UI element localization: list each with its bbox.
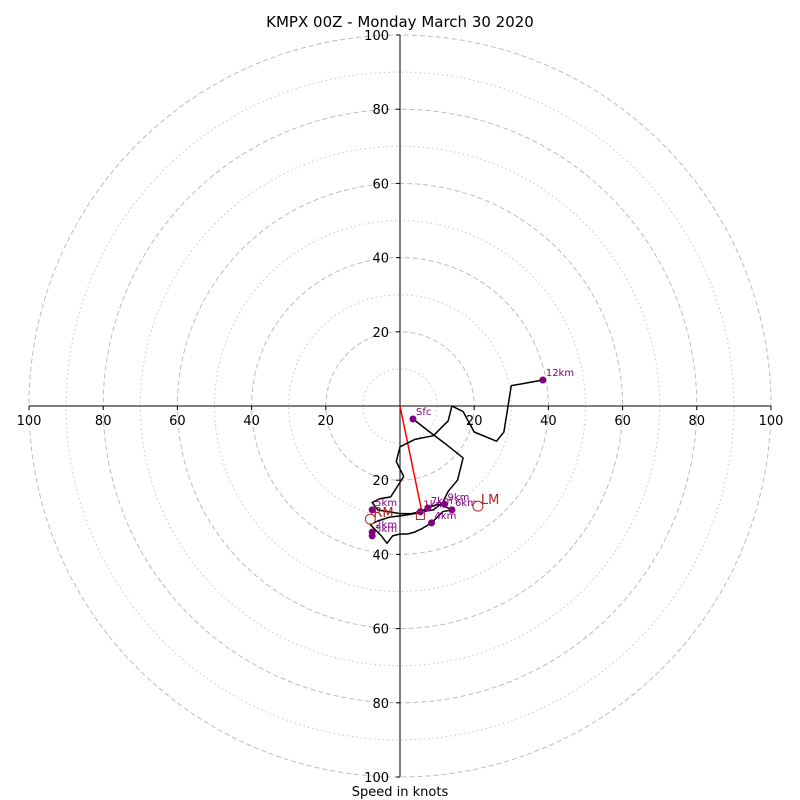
x-tick-label: 40 [243, 414, 260, 429]
height-point [448, 506, 456, 514]
x-tick-label: 100 [759, 414, 784, 429]
x-tick-label: 20 [318, 414, 335, 429]
y-tick-label: 20 [372, 326, 389, 341]
storm-motion-point [472, 500, 484, 512]
x-tick-label: 60 [169, 414, 186, 429]
height-label: 12km [546, 368, 574, 379]
height-label: 3km [375, 524, 397, 535]
y-tick-label: 40 [372, 548, 389, 563]
shear-vector [399, 405, 423, 514]
chart-title: KMPX 00Z - Monday March 30 2020 [266, 13, 534, 31]
y-tick-label: 100 [364, 771, 389, 786]
tick-labels: 100 80 60 40 20 20 40 60 80 100100806040202040608… [17, 29, 784, 786]
y-tick-label: 60 [372, 177, 389, 192]
x-tick-label: 40 [540, 414, 557, 429]
storm-motion-point [364, 513, 376, 525]
height-point [424, 504, 432, 512]
y-tick-label: 100 [364, 29, 389, 44]
height-point [409, 415, 417, 423]
x-tick-label: 100 [17, 414, 42, 429]
storm-motion-label: LM [481, 493, 499, 508]
hodograph-line [369, 379, 543, 545]
height-point [441, 500, 449, 508]
height-label: 6km [455, 498, 477, 509]
height-point [428, 519, 436, 527]
storm-motion-label: RM [373, 506, 393, 521]
height-label: 4km [435, 511, 457, 522]
x-tick-label: 80 [95, 414, 112, 429]
bulk-shear-line [399, 405, 423, 514]
y-tick-label: 40 [372, 252, 389, 267]
height-point [368, 506, 376, 514]
height-label: 2km [375, 520, 397, 531]
height-label: 7km [431, 496, 453, 507]
height-point [368, 532, 376, 540]
height-label: 9km [448, 492, 470, 503]
x-tick-label: 60 [614, 414, 631, 429]
mean-wind-marker [415, 510, 425, 520]
y-tick-label: 60 [372, 623, 389, 638]
y-tick-label: 20 [372, 474, 389, 489]
x-axis-label: Speed in knots [352, 785, 449, 800]
height-label: Sfc [416, 407, 431, 418]
hodograph-trace [369, 379, 543, 545]
y-tick-label: 80 [372, 697, 389, 712]
height-label: 1km [423, 500, 445, 511]
height-point [539, 376, 547, 384]
y-tick-label: 80 [372, 103, 389, 118]
height-label: 5km [375, 498, 397, 509]
x-tick-label: 80 [689, 414, 706, 429]
storm-motion-markers: LM RM [364, 493, 499, 525]
